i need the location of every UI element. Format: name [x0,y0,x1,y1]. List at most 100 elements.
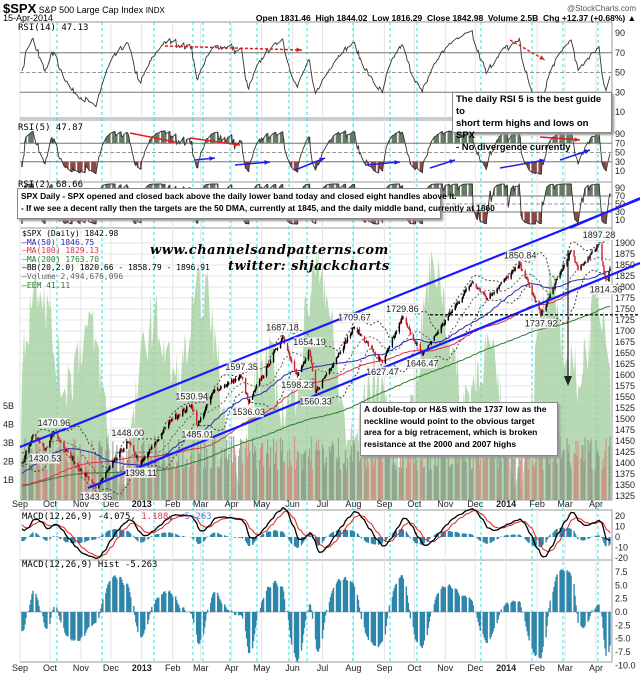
volume-bar [449,466,451,500]
volume-bar [43,467,45,500]
candle-body [419,344,422,351]
candle-body [532,293,534,296]
candle-body [581,264,583,266]
macd-hist-bar [135,612,137,623]
macd-hist-bar [342,579,345,612]
macd-hist-bar [85,612,87,633]
macd-hist-bar [266,586,269,612]
macd-hist-bar [380,612,383,643]
volume-bar [381,461,383,500]
candle-body [456,302,458,305]
candle-body [357,329,360,334]
arrow-head-icon [169,138,175,144]
hist-tick-label: 5.0 [615,580,628,590]
price-tick-label: 1900 [615,238,635,248]
macd-hist-bar [433,604,435,612]
note-line: SPX Daily - SPX opened and closed back a… [21,191,457,201]
candle-body [498,285,500,289]
macd-hist-bar [176,600,178,612]
volume-bar [199,453,201,500]
macd-hist-bar [198,612,201,644]
macd-hist-bar [66,612,68,636]
macd-hist-bar [38,605,40,612]
macd-hist-bar [524,612,526,622]
volume-bar [388,437,390,500]
volume-bar [414,456,416,500]
macd-hist-bar [511,601,513,612]
macd-hist-bar [370,612,373,642]
candle-body [294,369,297,371]
volume-bar [112,441,114,500]
price-label-bg [233,406,264,418]
macd-hist-bar [447,585,449,612]
macd-hist-bar [464,595,466,612]
macd-hist-bar [86,612,88,631]
macd-hist-bar [316,612,319,652]
volume-bar [328,446,331,500]
x-tick-label: Jul [317,499,329,509]
candle-body [217,389,220,391]
volume-bar [498,441,500,500]
volume-bar [560,458,562,500]
volume-bar [196,463,198,500]
volume-bar [549,455,551,500]
candle-body [496,288,498,293]
macd-hist-bar [384,612,387,635]
macd-hist-bar [161,594,163,612]
price-label-bg [29,453,61,464]
volume-bar [295,459,298,500]
volume-bar [242,463,244,500]
macd-hist-bar [381,612,384,642]
candle-body [114,458,116,461]
macd-hist-bar [46,612,48,629]
candle-body [407,327,410,329]
macd-hist-bar [492,612,494,632]
candle-body [129,442,131,445]
x-tick-label: Sep [376,499,392,509]
macd-hist-bar [204,612,207,621]
volume-bar [331,441,334,500]
candle-body [102,477,104,480]
volume-bar [370,440,373,500]
macd-hist-bar [144,612,146,630]
macd-hist-bar [196,612,198,635]
candle-body [31,436,33,441]
volume-bar [507,449,509,500]
volume-bar [360,446,363,500]
price-label: 1560.33 [299,396,332,406]
volume-bar [366,435,369,500]
volume-bar [228,454,230,500]
volume-bar [206,448,208,500]
volume-bar [569,462,571,500]
candle-body [286,343,289,351]
macd-hist-bar [151,606,153,612]
macd-hist-bar [224,606,227,612]
volume-bar [73,438,75,500]
macd-hist-bar [584,612,586,626]
candle-body [163,428,165,433]
volume-bar [63,439,65,500]
arrow-head-icon [539,158,545,164]
volume-bar [233,436,235,500]
macd-hist-bar [590,612,592,613]
candle-body [189,405,191,407]
candle-body [259,380,262,382]
volume-bar [352,440,355,500]
candle-body [440,325,442,333]
macd-hist-label: MACD(12,26,9) Hist -5.263 [22,560,158,570]
candle-body [503,279,505,283]
candle-body [67,449,69,453]
candle-body [307,351,310,360]
hist-tick-label: -10.0 [615,660,636,670]
candle-body [337,353,340,357]
macd-hist-bar [518,601,520,612]
volume-bar [553,448,555,500]
volume-bar [321,444,324,500]
macd-hist-bar [162,593,164,612]
macd-hist-bar [230,610,233,612]
x-tick-label: Dec [467,499,484,509]
macd-hist-bar [71,612,73,641]
volume-bar [274,452,277,500]
macd-hist-bar [407,602,410,612]
volume-bar [297,452,300,500]
